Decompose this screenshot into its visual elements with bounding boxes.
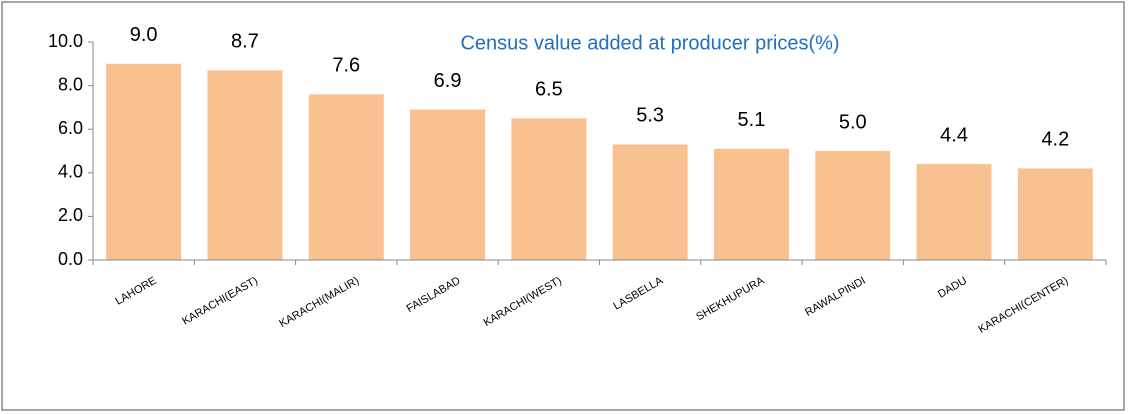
bar — [106, 63, 182, 260]
bar — [511, 118, 587, 260]
bar — [815, 151, 891, 260]
data-label: 8.7 — [231, 31, 259, 53]
y-tick-label: 6.0 — [58, 118, 83, 138]
bar — [207, 70, 283, 260]
data-label: 4.4 — [940, 124, 968, 146]
y-tick-label: 4.0 — [58, 162, 83, 182]
bar — [612, 144, 688, 260]
y-tick-label: 8.0 — [58, 74, 83, 94]
data-label: 6.5 — [535, 79, 563, 101]
y-tick-label: 0.0 — [58, 249, 83, 269]
data-label: 6.9 — [434, 70, 462, 92]
data-label: 5.1 — [738, 109, 766, 131]
chart-title: Census value added at producer prices(%) — [460, 32, 839, 54]
bar — [410, 109, 486, 260]
y-tick-label: 10.0 — [48, 31, 83, 51]
bar — [308, 94, 384, 260]
y-tick-label: 2.0 — [58, 205, 83, 225]
data-label: 5.3 — [636, 105, 664, 127]
bar — [1017, 168, 1093, 260]
data-label: 7.6 — [332, 55, 360, 77]
data-label: 5.0 — [839, 111, 867, 133]
bar — [916, 164, 992, 260]
data-label: 4.2 — [1041, 129, 1069, 151]
bar — [713, 148, 789, 260]
data-label: 9.0 — [130, 24, 158, 46]
